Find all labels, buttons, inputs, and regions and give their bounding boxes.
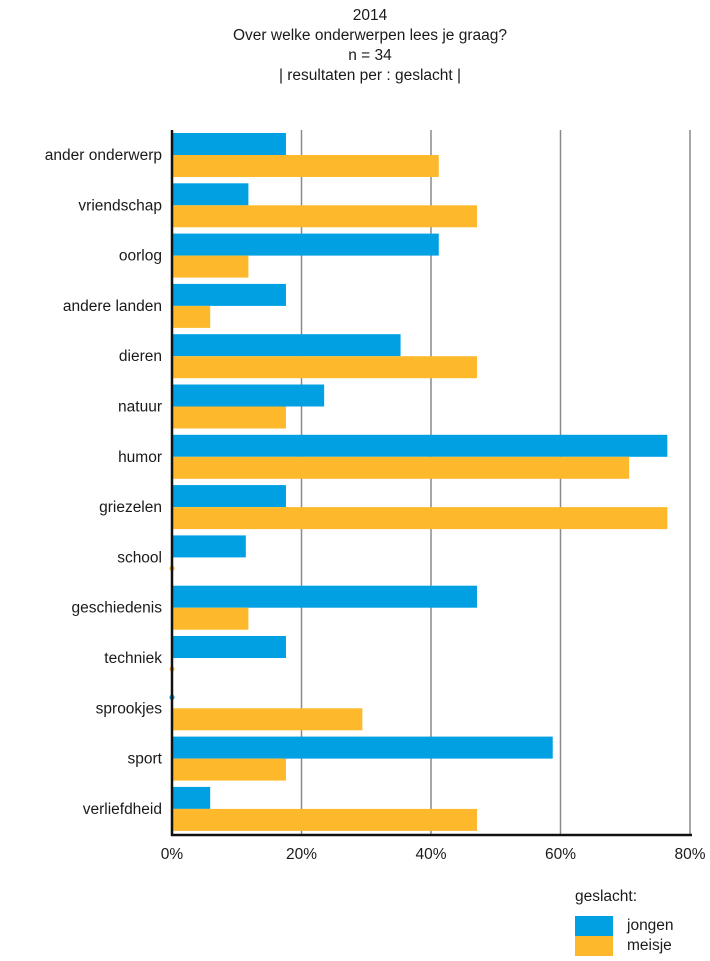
bar-jongen xyxy=(172,183,249,206)
bar-chart: ander onderwerp vriendschap oorlog andere l… xyxy=(45,130,706,863)
x-tick-label: 20% xyxy=(286,846,317,863)
category-label: vriendschap xyxy=(78,197,162,214)
category-label: andere landen xyxy=(63,298,162,315)
bar-jongen xyxy=(172,736,553,759)
chart-title: 2014 Over welke onderwerpen lees je graa… xyxy=(0,6,710,86)
category-label: humor xyxy=(118,449,162,466)
chart-title-sample-size: n = 34 xyxy=(348,47,392,64)
category-label: ander onderwerp xyxy=(45,147,162,164)
legend-swatch-jongen xyxy=(575,916,613,936)
bar-meisje xyxy=(172,607,249,630)
category-label: sprookjes xyxy=(96,700,163,717)
bar-meisje xyxy=(172,758,286,781)
x-tick-label: 60% xyxy=(545,846,576,863)
category-label: dieren xyxy=(119,348,162,365)
bar-jongen xyxy=(172,233,439,256)
bar-meisje xyxy=(172,356,477,379)
category-label: school xyxy=(117,549,162,566)
axes xyxy=(170,130,692,837)
legend-title: geslacht: xyxy=(575,888,638,905)
x-tick-label: 0% xyxy=(161,846,184,863)
bar-jongen xyxy=(172,535,246,558)
legend-swatch-meisje xyxy=(575,936,613,956)
x-tick-labels: 0% 20% 40% 60% 80% xyxy=(161,846,706,863)
bar-meisje xyxy=(172,708,363,731)
legend-item-jongen: jongen xyxy=(575,916,674,936)
x-tick-label: 80% xyxy=(674,846,705,863)
bar-meisje xyxy=(172,155,439,177)
bar-meisje xyxy=(172,305,211,328)
bar-meisje xyxy=(172,507,668,530)
x-tick-label: 40% xyxy=(415,846,446,863)
bar-jongen xyxy=(172,283,286,306)
bar-jongen xyxy=(172,384,325,407)
bar-meisje xyxy=(172,456,630,479)
bar-meisje xyxy=(172,255,249,278)
chart-title-question: Over welke onderwerpen lees je graag? xyxy=(233,27,507,44)
category-label: griezelen xyxy=(99,499,162,516)
category-label: natuur xyxy=(118,399,162,416)
bar-jongen xyxy=(172,585,477,608)
bar-meisje xyxy=(172,205,477,228)
bar-meisje xyxy=(172,406,286,429)
chart-title-year: 2014 xyxy=(352,7,388,24)
category-labels: ander onderwerp vriendschap oorlog andere l… xyxy=(45,147,163,818)
legend: geslacht: jongen meisje xyxy=(575,888,674,956)
bar-jongen xyxy=(172,133,286,155)
chart-title-grouping: | resultaten per : geslacht | xyxy=(278,67,462,84)
category-label: sport xyxy=(128,751,163,768)
bar-meisje xyxy=(172,808,477,831)
category-label: techniek xyxy=(104,650,162,667)
category-label: geschiedenis xyxy=(72,600,163,617)
bar-jongen xyxy=(172,434,668,457)
bar-jongen xyxy=(172,485,286,508)
bars xyxy=(169,133,668,831)
legend-label-jongen: jongen xyxy=(627,917,674,934)
category-label: oorlog xyxy=(119,248,162,265)
legend-label-meisje: meisje xyxy=(627,937,672,954)
bar-jongen xyxy=(172,334,401,357)
legend-item-meisje: meisje xyxy=(575,936,674,956)
bar-jongen xyxy=(172,786,211,809)
bar-jongen xyxy=(172,636,286,658)
category-label: verliefdheid xyxy=(83,801,162,818)
